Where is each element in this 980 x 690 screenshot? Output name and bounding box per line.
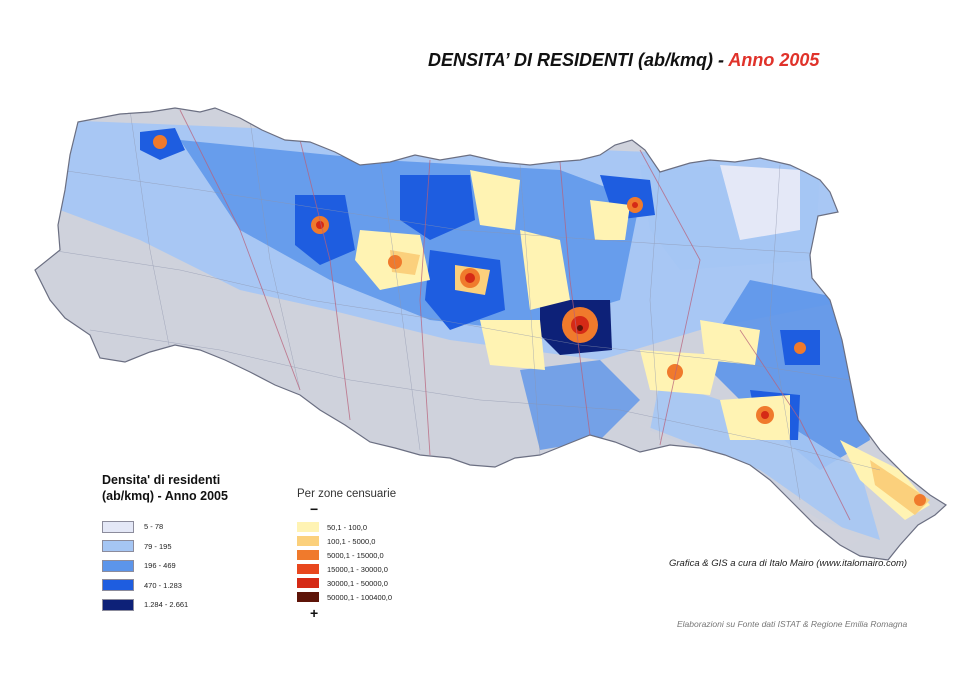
zone-legend-row: 5000,1 - 15000,0	[297, 548, 396, 562]
legend-row: 79 - 195	[102, 537, 228, 557]
zone-label: 100,1 - 5000,0	[327, 536, 376, 546]
census-zone-legend: Per zone censuarie − 50,1 - 100,0 100,1 …	[297, 488, 396, 620]
zone-legend-row: 50000,1 - 100400,0	[297, 590, 396, 604]
municipal-density-legend: Densita' di residenti (ab/kmq) - Anno 20…	[102, 472, 228, 615]
legend-heading-line2: (ab/kmq) - Anno 2005	[102, 489, 228, 503]
title-year: Anno 2005	[728, 50, 820, 70]
zone-legend-row: 15000,1 - 30000,0	[297, 562, 396, 576]
legend-swatch	[102, 559, 134, 572]
legend-label: 5 - 78	[144, 522, 164, 532]
zone-legend-row: 50,1 - 100,0	[297, 520, 396, 534]
zone-legend-row: 100,1 - 5000,0	[297, 534, 396, 548]
legend-row: 470 - 1.283	[102, 576, 228, 596]
low-marker: −	[310, 501, 319, 517]
zone-swatch	[297, 550, 319, 560]
title-main: DENSITA’ DI RESIDENTI (ab/kmq) -	[428, 50, 729, 70]
legend-swatch	[102, 540, 134, 553]
legend-label: 79 - 195	[144, 541, 172, 551]
legend-swatch	[102, 520, 134, 533]
data-source-note: Elaborazioni su Fonte dati ISTAT & Regio…	[677, 619, 908, 629]
high-marker: +	[310, 605, 319, 621]
legend-heading-line1: Densita' di residenti	[102, 473, 221, 487]
zone-swatch	[297, 578, 319, 588]
zone-label: 30000,1 - 50000,0	[327, 578, 388, 588]
legend-label: 470 - 1.283	[144, 580, 182, 590]
legend-label: 1.284 - 2.661	[144, 600, 189, 610]
legend-row: 196 - 469	[102, 556, 228, 576]
map-title: DENSITA’ DI RESIDENTI (ab/kmq) - Anno 20…	[428, 50, 819, 71]
zone-legend-heading: Per zone censuarie	[297, 488, 397, 500]
zone-swatch	[297, 592, 319, 602]
legend-row: 1.284 - 2.661	[102, 595, 228, 615]
zone-label: 50000,1 - 100400,0	[327, 592, 393, 602]
zone-label: 15000,1 - 30000,0	[327, 564, 388, 574]
legend-row: 5 - 78	[102, 517, 228, 537]
zone-legend-row: 30000,1 - 50000,0	[297, 576, 396, 590]
zone-swatch	[297, 536, 319, 546]
legend-swatch	[102, 579, 134, 592]
legend-label: 196 - 469	[144, 561, 176, 571]
zone-label: 5000,1 - 15000,0	[327, 550, 384, 560]
zone-swatch	[297, 522, 319, 532]
zone-swatch	[297, 564, 319, 574]
graphics-credit: Grafica & GIS a cura di Italo Mairo (www…	[669, 558, 908, 569]
zone-label: 50,1 - 100,0	[327, 522, 368, 532]
legend-swatch	[102, 598, 134, 611]
